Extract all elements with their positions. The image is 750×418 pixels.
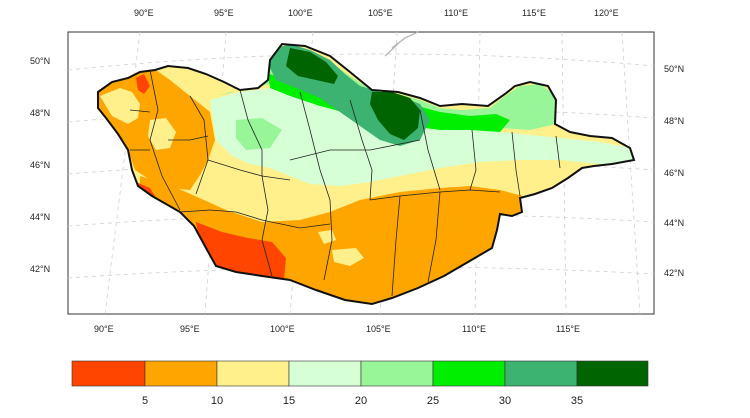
colorbar-label: 20 xyxy=(355,395,367,407)
left-lat-tick: 48°N xyxy=(30,108,50,118)
zone-center-20-25b xyxy=(236,118,282,150)
colorbar-label: 5 xyxy=(142,395,148,407)
top-lon-tick: 115°E xyxy=(522,8,546,18)
right-lat-tick: 50°N xyxy=(664,64,684,74)
colorbar: 5 10 15 20 25 30 35 xyxy=(71,360,649,407)
province-borders xyxy=(129,69,561,297)
colorbar-bin xyxy=(432,360,506,387)
zone-south-patch xyxy=(332,248,364,266)
zone-west-10-15b xyxy=(148,118,176,150)
left-lat-tick: 46°N xyxy=(30,160,50,170)
top-lon-tick: 90°E xyxy=(134,8,154,18)
top-lon-tick: 100°E xyxy=(288,8,313,18)
zone-red-north xyxy=(136,74,150,94)
colorbar-bin xyxy=(360,360,434,387)
colorbar-label: 30 xyxy=(499,395,511,407)
bottom-longitude-ticks: 90°E 95°E 100°E 105°E 110°E 115°E xyxy=(94,324,580,334)
top-lon-tick: 120°E xyxy=(594,8,619,18)
colorbar-bin xyxy=(504,360,578,387)
right-lat-tick: 48°N xyxy=(664,116,684,126)
top-lon-tick: 95°E xyxy=(214,8,234,18)
zone-center-10-15 xyxy=(210,160,600,222)
colorbar-label: 35 xyxy=(571,395,583,407)
left-lat-tick: 50°N xyxy=(30,56,50,66)
top-lon-tick: 105°E xyxy=(368,8,393,18)
colorbar-bin xyxy=(288,360,362,387)
colorbar-bin xyxy=(576,360,649,387)
bottom-lon-tick: 100°E xyxy=(270,324,295,334)
colorbar-label: 10 xyxy=(211,395,223,407)
bottom-lon-tick: 105°E xyxy=(366,324,391,334)
zone-red-0-5 xyxy=(196,222,286,280)
top-lon-tick: 110°E xyxy=(444,8,468,18)
colorbar-label: 15 xyxy=(283,395,295,407)
bottom-lon-tick: 110°E xyxy=(462,324,486,334)
left-latitude-ticks: 50°N 48°N 46°N 44°N 42°N xyxy=(30,56,50,274)
right-lat-tick: 42°N xyxy=(664,268,684,278)
bottom-lon-tick: 115°E xyxy=(556,324,580,334)
zone-north-35plus-b xyxy=(370,92,420,140)
right-lat-tick: 44°N xyxy=(664,218,684,228)
colorbar-label: 25 xyxy=(427,395,439,407)
left-lat-tick: 42°N xyxy=(30,264,50,274)
colorbar-bin xyxy=(144,360,218,387)
left-lat-tick: 44°N xyxy=(30,212,50,222)
colorbar-bin xyxy=(216,360,290,387)
right-latitude-ticks: 50°N 48°N 46°N 44°N 42°N xyxy=(664,64,684,278)
top-longitude-ticks: 90°E 95°E 100°E 105°E 110°E 115°E 120°E xyxy=(134,8,619,18)
bottom-lon-tick: 95°E xyxy=(180,324,200,334)
bottom-lon-tick: 90°E xyxy=(94,324,114,334)
zone-west-10-15 xyxy=(100,88,140,124)
lake-outline xyxy=(384,31,419,57)
colorbar-bin xyxy=(71,360,146,387)
zone-north-35plus xyxy=(286,48,338,84)
right-lat-tick: 46°N xyxy=(664,168,684,178)
